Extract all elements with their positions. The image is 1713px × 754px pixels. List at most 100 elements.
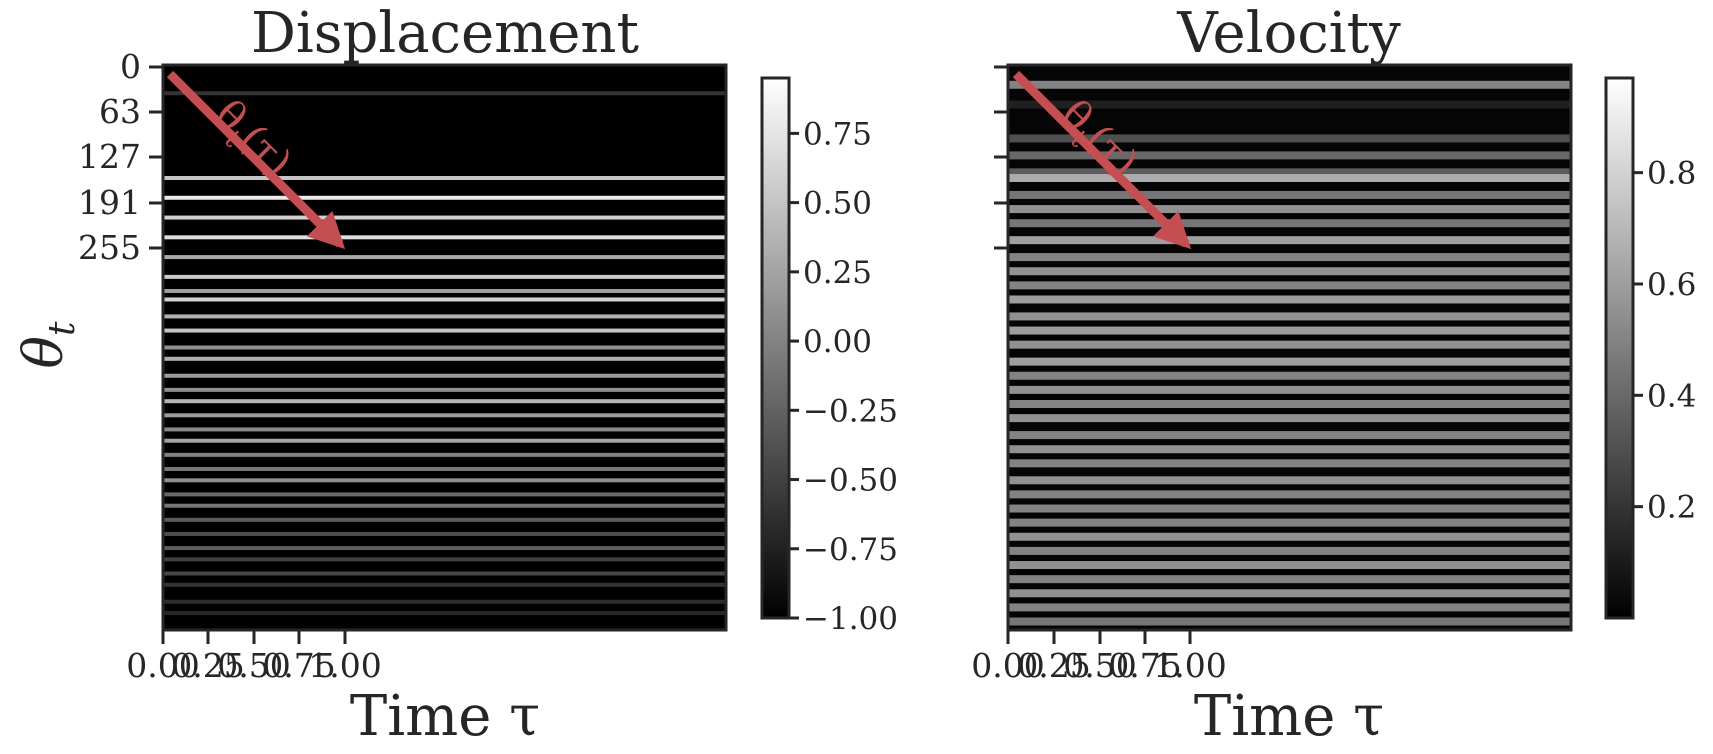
heatmap-row <box>1008 151 1571 160</box>
heatmap-row <box>163 531 726 536</box>
heatmap-row <box>1008 281 1571 290</box>
heatmap-row <box>1008 100 1571 109</box>
y-tick-label: 0 <box>120 47 141 86</box>
heatmap-row <box>163 297 726 302</box>
heatmap-row <box>163 503 726 508</box>
heatmap-row <box>1008 326 1571 335</box>
heatmap-row <box>163 582 726 587</box>
heatmap-row <box>1008 168 1571 177</box>
heatmap-row <box>163 215 726 220</box>
heatmap-row <box>1008 546 1571 555</box>
heatmap-row <box>163 557 726 562</box>
title-velocity: Velocity <box>1176 1 1401 66</box>
heatmap-row <box>163 314 726 319</box>
heatmap-row <box>1008 575 1571 584</box>
x-tick-label: 0.50 <box>217 646 290 685</box>
colorbar-tick-label: 0.2 <box>1647 490 1696 526</box>
heatmap-row <box>163 356 726 361</box>
heatmap-row <box>1008 385 1571 394</box>
colorbar-tick-label: −0.25 <box>803 393 898 429</box>
heatmap-row <box>163 91 726 96</box>
heatmap-row <box>163 274 726 279</box>
heatmap-row <box>163 176 726 180</box>
heatmap-row <box>163 517 726 522</box>
x-axis-label-velocity: Time τ <box>1194 684 1384 749</box>
colorbar-tick-label: 0.25 <box>803 255 872 291</box>
panel-displacement: Displacement θt(τ) 0 63 127 191 255 θt <box>12 1 898 749</box>
heatmap-row <box>1008 400 1571 408</box>
colorbar-tick-label: 0.75 <box>803 116 872 152</box>
colorbar-tick-label: 0.4 <box>1647 378 1696 414</box>
svg-text:θt: θt <box>12 321 83 369</box>
colorbar-ticks-velocity: 0.8 0.6 0.4 0.2 <box>1633 156 1696 526</box>
heatmap-row <box>1008 459 1571 468</box>
colorbar-tick-label: 0.50 <box>803 186 872 222</box>
heatmap-row <box>1008 312 1571 321</box>
heatmap-row <box>1008 561 1571 570</box>
y-axis-velocity <box>994 65 1008 250</box>
y-axis-label: θt <box>12 321 83 369</box>
colorbar-tick-label: −0.75 <box>803 532 898 568</box>
heatmap-row <box>1008 518 1571 527</box>
colorbar-tick-label: −1.00 <box>803 601 898 637</box>
x-tick-label: 0.75 <box>262 646 335 685</box>
trajectory-arrow-velocity <box>1012 70 1192 250</box>
y-axis-displacement <box>149 65 163 250</box>
heatmap-row <box>1008 617 1571 626</box>
heatmap-frame-displacement <box>161 63 728 632</box>
x-axis-label-displacement: Time τ <box>350 684 540 749</box>
heatmap-row <box>1008 253 1571 262</box>
heatmap-rows-velocity <box>1008 80 1571 626</box>
heatmap-row <box>1008 219 1571 228</box>
x-tick-label: 0.50 <box>1063 646 1136 685</box>
y-tick-label: 63 <box>99 92 141 131</box>
colorbar-tick-label: 0.00 <box>803 324 872 360</box>
heatmap-row <box>1008 357 1571 366</box>
heatmap-row <box>1008 445 1571 454</box>
colorbar-tick-label: −0.50 <box>803 463 898 499</box>
heatmap-row <box>163 399 726 404</box>
heatmap-row <box>163 235 726 240</box>
heatmap-row <box>163 387 726 392</box>
heatmap-row <box>163 413 726 418</box>
heatmap-row <box>163 438 726 443</box>
x-axis-velocity <box>1006 630 1192 644</box>
panel-velocity: Velocity θt(τ) 0.00 0.25 0.50 0.75 <box>971 1 1696 749</box>
x-tick-label: 1.00 <box>1153 646 1226 685</box>
heatmap-row <box>163 195 726 200</box>
heatmap-row <box>163 452 726 457</box>
x-tick-label: 0.00 <box>971 646 1044 685</box>
heatmap-row <box>1008 490 1571 499</box>
x-tick-label: 0.00 <box>126 646 199 685</box>
heatmap-row <box>1008 476 1571 485</box>
x-tick-label: 0.75 <box>1108 646 1181 685</box>
heatmap-row <box>163 373 726 378</box>
x-axis-displacement <box>161 630 347 644</box>
x-tick-label: 0.25 <box>171 646 244 685</box>
heatmap-row <box>1008 371 1571 380</box>
colorbar-velocity <box>1604 76 1635 620</box>
x-tick-label: 1.00 <box>308 646 381 685</box>
heatmap-row <box>163 599 726 604</box>
heatmap-row <box>163 611 726 616</box>
heatmap-row <box>1008 603 1571 612</box>
heatmap-row <box>163 255 726 260</box>
heatmap-row <box>163 466 726 471</box>
trajectory-arrow-displacement <box>166 70 346 250</box>
heatmap-row <box>1008 134 1571 143</box>
colorbar-tick-label: 0.6 <box>1647 267 1696 303</box>
heatmap-rows-displacement <box>163 91 726 616</box>
heatmap-row <box>1008 236 1571 245</box>
heatmap-row <box>1008 504 1571 513</box>
y-tick-label: 127 <box>78 137 141 176</box>
colorbar-tick-label: 0.8 <box>1647 156 1696 192</box>
heatmap-row <box>163 478 726 483</box>
heatmap-row <box>163 345 726 350</box>
heatmap-row <box>1008 589 1571 598</box>
heatmap-frame-velocity <box>1006 63 1573 632</box>
heatmap-row <box>1008 431 1571 440</box>
heatmap-row <box>1008 295 1571 304</box>
heatmap-row <box>163 492 726 497</box>
heatmap-row <box>1008 190 1571 199</box>
